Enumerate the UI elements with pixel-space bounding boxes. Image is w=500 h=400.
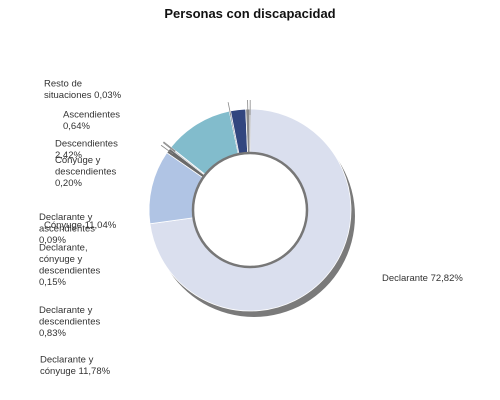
slice-label-line: Cónyuge y bbox=[55, 155, 101, 166]
slice-label-line: Descendientes bbox=[55, 139, 118, 150]
slice-label-line: ascendientes bbox=[39, 224, 95, 235]
slice-label-line: Declarante 72,82% bbox=[382, 273, 463, 284]
slice-label-6: Cónyuge y descendientes 0,20% bbox=[55, 155, 117, 189]
slice-label-line: descendientes bbox=[39, 266, 101, 277]
slice-label-line: Resto de bbox=[44, 79, 82, 90]
slice-label-line: 0,09% bbox=[39, 235, 66, 246]
slice-label-line: Cónyuge 11,04% bbox=[44, 220, 117, 231]
leader-line-group bbox=[160, 99, 251, 155]
slice-label-line: Declarante y bbox=[40, 355, 94, 366]
donut-hole bbox=[191, 151, 309, 269]
slice-label-line: 0,83% bbox=[39, 328, 66, 339]
slice-label-line: Declarante y bbox=[39, 305, 93, 316]
slice-label-line: cónyuge y bbox=[39, 254, 83, 265]
leader-line-2 bbox=[160, 144, 174, 155]
leader-line-4 bbox=[163, 141, 176, 152]
slice-label-line: situaciones 0,03% bbox=[44, 90, 122, 101]
slice-label-line: descendientes bbox=[39, 317, 101, 328]
pie-slice-9[interactable] bbox=[249, 108, 251, 154]
label-group: Declarante 72,82%Declarante y cónyuge 11,… bbox=[39, 79, 463, 378]
slice-label-line: 0,64% bbox=[63, 121, 90, 132]
slice-group bbox=[148, 108, 352, 312]
slice-label-1: Declarante y cónyuge 11,78% bbox=[40, 355, 111, 378]
slice-label-7: Descendientes 2,42% bbox=[55, 139, 118, 162]
slice-label-5: Cónyuge 11,04% bbox=[44, 220, 117, 231]
slice-label-9: Resto de situaciones 0,03% bbox=[44, 79, 122, 102]
chart-title: Personas con discapacidad bbox=[164, 6, 336, 21]
slice-label-3: Declarante, cónyuge y descendientes 0,15% bbox=[39, 243, 101, 289]
slice-label-line: 0,20% bbox=[55, 178, 82, 189]
slice-label-2: Declarante y descendientes 0,83% bbox=[39, 305, 101, 339]
slice-label-line: 0,15% bbox=[39, 277, 66, 288]
slice-label-4: Declarante y ascendientes 0,09% bbox=[39, 212, 95, 246]
slice-label-line: descendientes bbox=[55, 167, 117, 178]
slice-label-8: Ascendientes 0,64% bbox=[63, 110, 120, 133]
leader-line-6 bbox=[227, 102, 232, 117]
slice-label-line: Declarante y bbox=[39, 212, 93, 223]
slice-label-line: cónyuge 11,78% bbox=[40, 366, 111, 377]
slice-label-line: Declarante, bbox=[39, 243, 88, 254]
slice-label-line: 2,42% bbox=[55, 150, 82, 161]
slice-label-0: Declarante 72,82% bbox=[382, 273, 463, 284]
leader-line-3 bbox=[162, 142, 176, 153]
slice-label-line: Ascendientes bbox=[63, 110, 120, 121]
